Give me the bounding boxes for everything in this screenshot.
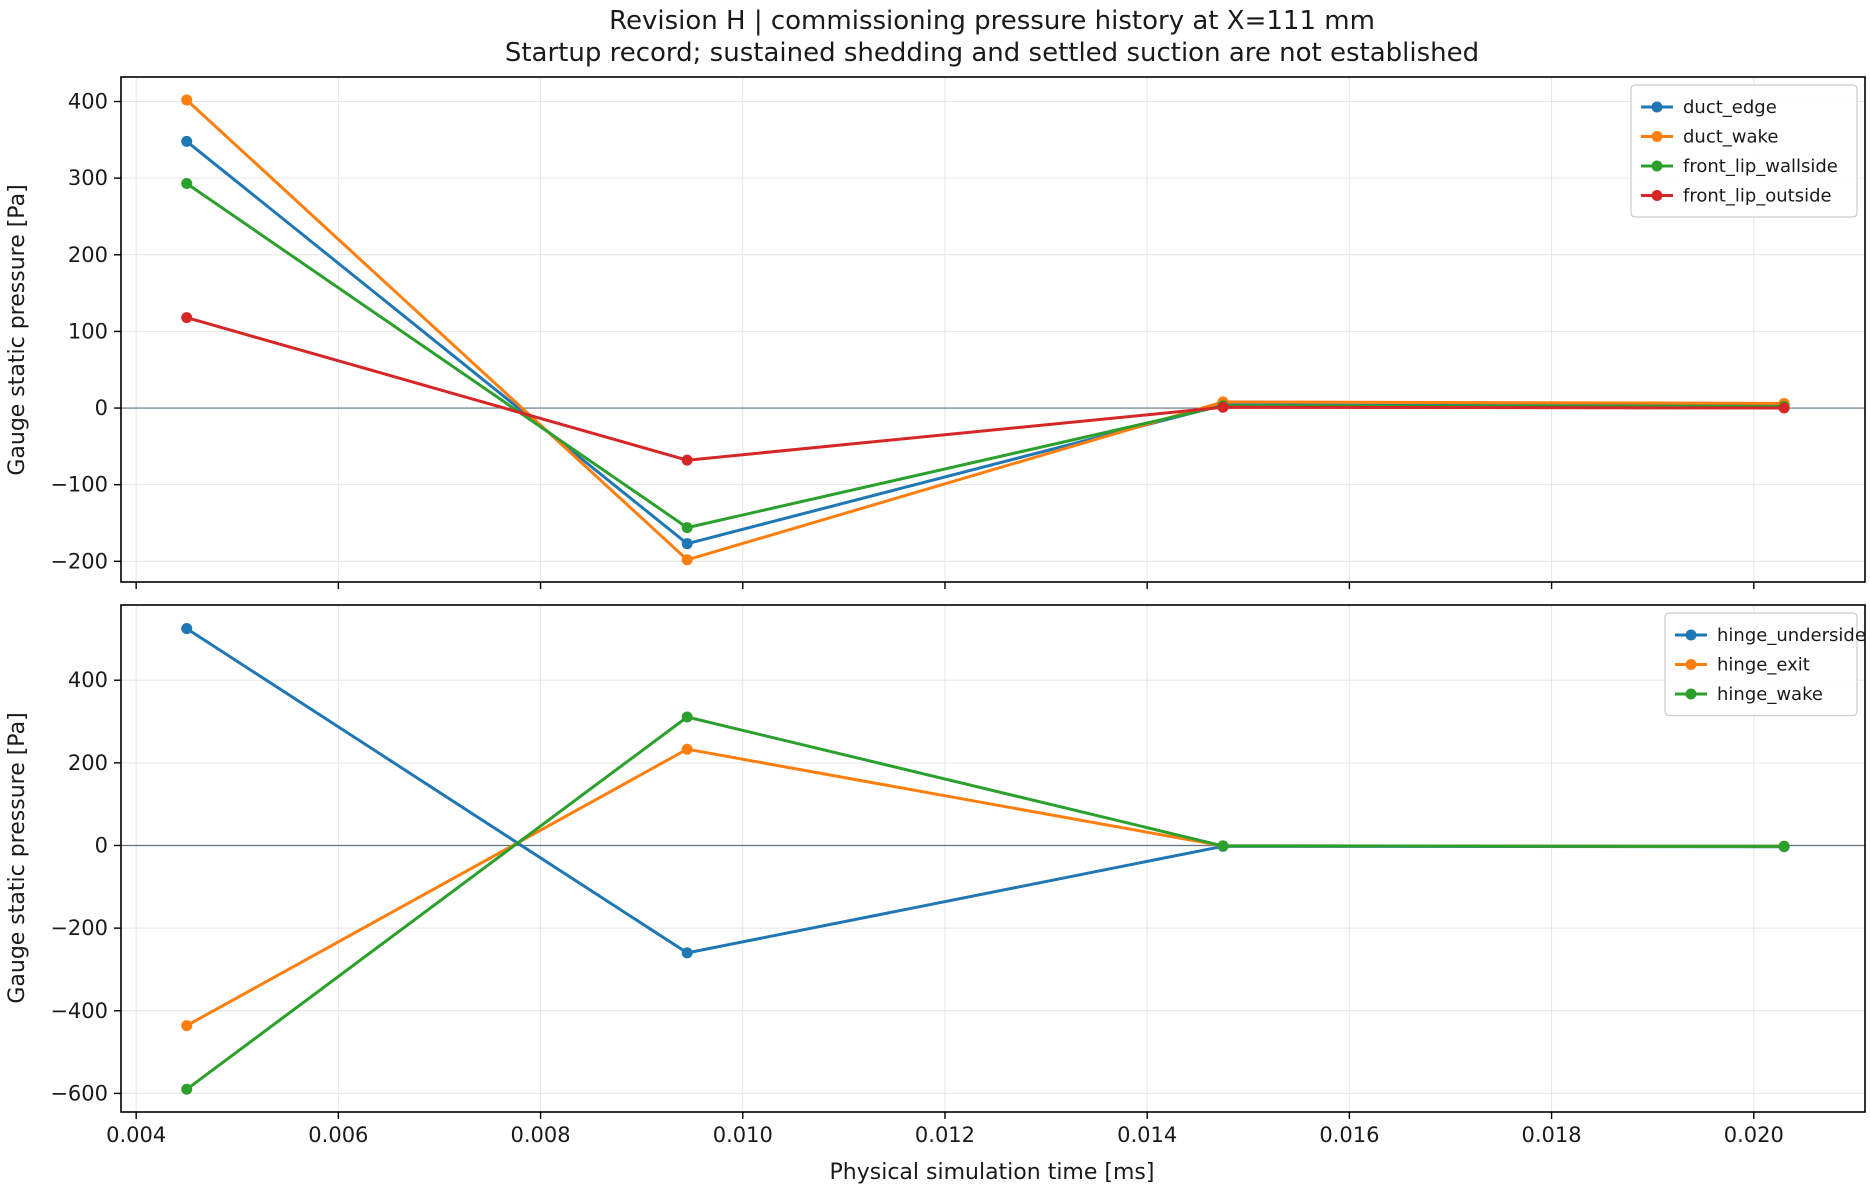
lower-panel: −600 −400 −200 0 200 400 0.004 0.006 0.008 0.010 0… — [5, 604, 1866, 1147]
y-axis-label: Gauge static pressure [Pa] — [5, 712, 30, 1003]
legend-swatch-marker — [1651, 160, 1663, 172]
data-point-hinge_underside — [681, 947, 693, 959]
y-axis-label: Gauge static pressure [Pa] — [5, 184, 30, 475]
axes-frame — [120, 604, 1866, 1113]
y-tick-label: 400 — [68, 90, 108, 114]
y-tick-label: −400 — [50, 999, 108, 1023]
legend-entry-duct_wake: duct_wake — [1683, 127, 1778, 148]
y-tick-label: 0 — [95, 833, 108, 857]
axes-frame — [120, 76, 1866, 583]
x-tick-label: 0.008 — [511, 1123, 571, 1147]
x-axis-label: Physical simulation time [ms] — [830, 1160, 1155, 1185]
y-tick-label: 0 — [95, 396, 108, 420]
legend-entry-duct_edge: duct_edge — [1683, 97, 1777, 118]
y-tick-label: 300 — [68, 166, 108, 190]
legend-swatch-marker — [1685, 659, 1697, 670]
legend-swatch-marker — [1651, 101, 1663, 113]
y-tick-label: −100 — [50, 473, 108, 497]
series-line-front_lip_outside — [186, 316, 1785, 462]
data-point-hinge_wake — [1778, 840, 1790, 852]
legend-entry-hinge_underside: hinge_underside — [1717, 625, 1866, 646]
data-point-hinge_underside — [181, 623, 193, 635]
legend-box — [1630, 84, 1858, 218]
legend-entry-front_lip_outside: front_lip_outside — [1683, 186, 1832, 207]
data-point-front_lip_outside — [181, 312, 193, 324]
x-tick-label: 0.012 — [915, 1123, 975, 1147]
y-tick-label: −600 — [50, 1081, 108, 1105]
legend-entry-front_lip_wallside: front_lip_wallside — [1683, 156, 1838, 177]
y-tick-label: 200 — [68, 243, 108, 267]
legend-swatch-marker — [1685, 629, 1697, 641]
figure-title-line2: Startup record; sustained shedding and s… — [505, 38, 1479, 68]
data-point-duct_edge — [681, 538, 693, 550]
data-point-front_lip_outside — [1778, 402, 1790, 414]
legend: duct_edge duct_wake front_lip_wallsidefron… — [1630, 84, 1858, 218]
data-point-front_lip_outside — [1217, 401, 1229, 413]
legend: hinge_underside hinge_exit hinge_wake — [1664, 612, 1866, 717]
data-point-hinge_wake — [181, 1083, 193, 1095]
legend-swatch-marker — [1685, 688, 1697, 700]
series-line-duct_wake — [185, 98, 1785, 562]
legend-swatch-marker — [1651, 190, 1663, 201]
y-tick-label: 200 — [68, 751, 108, 775]
data-point-hinge_wake — [1217, 840, 1229, 852]
x-tick-label: 0.018 — [1522, 1123, 1582, 1147]
data-point-front_lip_wallside — [181, 178, 193, 190]
y-tick-label: −200 — [50, 916, 108, 940]
data-point-front_lip_outside — [681, 454, 693, 466]
y-tick-label: 400 — [68, 668, 108, 692]
legend-entry-hinge_wake: hinge_wake — [1717, 684, 1823, 705]
series-line-hinge_wake — [185, 715, 1785, 1091]
legend-box — [1664, 612, 1858, 717]
data-point-hinge_wake — [681, 711, 693, 723]
data-point-duct_wake — [681, 554, 693, 566]
data-point-hinge_exit — [181, 1020, 193, 1032]
x-tick-label: 0.020 — [1724, 1123, 1784, 1147]
y-tick-label: 100 — [68, 319, 108, 343]
x-tick-label: 0.006 — [308, 1123, 368, 1147]
upper-panel: −200 −100 0 100 200 300 400 Gauge static pressu… — [5, 76, 1866, 589]
figure-title-line1: Revision H | commissioning pressure hist… — [609, 6, 1375, 36]
x-tick-label: 0.004 — [106, 1123, 166, 1147]
series-line-front_lip_wallside — [185, 182, 1785, 530]
x-tick-label: 0.010 — [713, 1123, 773, 1147]
data-point-hinge_exit — [681, 743, 693, 755]
data-point-duct_wake — [181, 94, 193, 106]
legend-entry-hinge_exit: hinge_exit — [1717, 655, 1810, 676]
data-point-duct_edge — [181, 135, 193, 147]
x-tick-label: 0.016 — [1319, 1123, 1379, 1147]
legend-swatch-marker — [1651, 131, 1663, 142]
y-tick-label: −200 — [50, 549, 108, 573]
data-point-front_lip_wallside — [681, 522, 693, 534]
x-tick-label: 0.014 — [1117, 1123, 1177, 1147]
